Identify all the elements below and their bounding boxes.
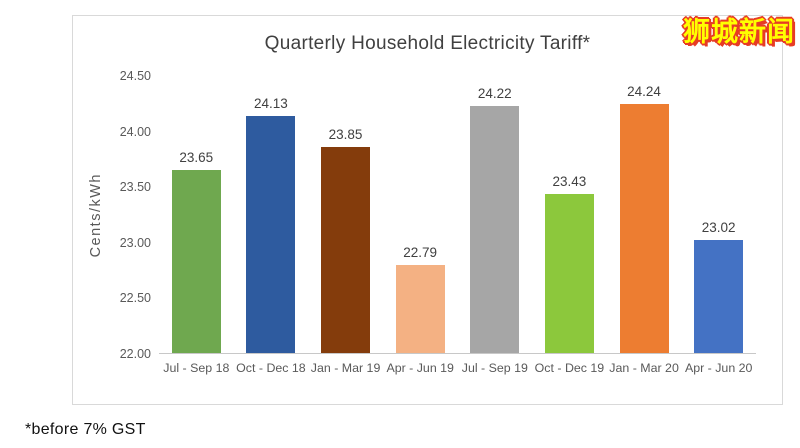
chart-title: Quarterly Household Electricity Tariff* [264,33,591,54]
plot-area: 23.65 24.13 23.85 22.79 24.22 23.43 24.24 23.02 [159,76,756,354]
x-tick-label: Jul - Sep 18 [163,361,230,375]
x-axis: Jul - Sep 18 Oct - Dec 18 Jan - Mar 19 Apr … [159,361,756,375]
bar-slot: 24.22 [458,76,533,353]
x-tick-label: Oct - Dec 18 [236,361,306,375]
bar-value-label: 23.85 [328,127,363,143]
bar-oct-dec-19 [544,193,594,353]
bar-value-label: 23.65 [179,149,214,165]
x-tick-label: Jan - Mar 19 [310,361,381,375]
x-tick-label: Jul - Sep 19 [461,361,528,375]
bar-value-label: 24.24 [627,83,661,99]
y-tick-label: 22.00 [119,347,151,361]
bar-value-label: 24.13 [254,96,288,112]
bar-value-label: 22.79 [403,245,438,261]
news-watermark: 狮城新闻 [683,17,795,47]
x-tick-label: Oct - Dec 19 [534,361,605,375]
bar-apr-jun-19 [395,265,445,353]
chart-panel: Quarterly Household Electricity Tariff* … [72,15,783,405]
y-tick-label: 24.50 [119,69,151,83]
bar-slot: 24.13 [234,76,309,353]
bar-value-label: 23.43 [552,173,587,189]
bar-jul-sep-19 [470,106,520,353]
bar-oct-dec-18 [246,116,296,353]
footnote: *before 7% GST [25,421,146,438]
bar-slot: 23.02 [681,76,756,353]
x-tick-label: Jan - Mar 20 [609,361,679,375]
x-tick-label: Apr - Jun 19 [386,361,454,375]
x-tick-label: Apr - Jun 20 [684,361,753,375]
bar-slot: 23.65 [159,76,234,353]
y-tick-label: 23.50 [119,180,151,195]
bar-slot: 22.79 [383,76,458,353]
bar-jan-mar-20 [619,103,669,353]
y-tick-label: 22.50 [119,291,151,306]
bar-value-label: 23.02 [701,219,736,235]
bar-slot: 23.85 [308,76,383,353]
y-tick-label: 23.00 [119,235,151,250]
bar-jul-sep-18 [171,169,221,353]
bar-jan-mar-19 [321,147,371,353]
y-tick-label: 24.00 [119,124,151,139]
bar-apr-jun-20 [694,239,744,353]
bar-value-label: 24.22 [477,86,512,102]
y-axis: 24.50 24.00 23.50 23.00 22.50 22.00 [97,69,151,361]
bar-slot: 24.24 [607,76,682,353]
bar-slot: 23.43 [532,76,607,353]
